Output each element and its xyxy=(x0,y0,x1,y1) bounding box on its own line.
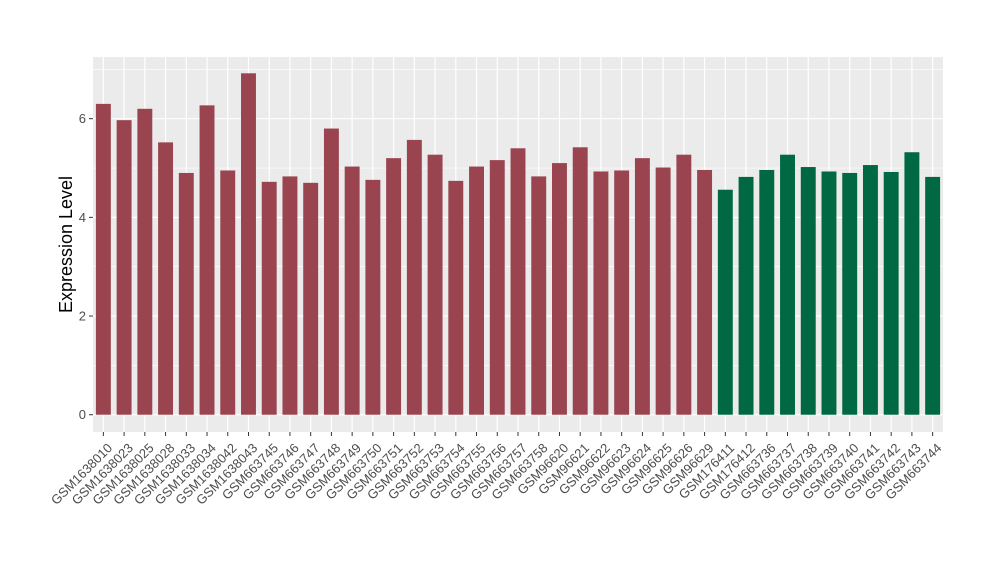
y-axis: 0 2 4 6 xyxy=(79,111,93,422)
y-tick-label: 4 xyxy=(79,210,86,225)
bars-group xyxy=(95,73,941,415)
bar-GSM663750 xyxy=(365,179,381,415)
bar-GSM96620 xyxy=(552,163,567,415)
bar-GSM1638034 xyxy=(199,105,215,415)
bar-GSM663737 xyxy=(780,154,795,415)
bar-GSM96629 xyxy=(697,169,713,415)
bar-GSM96622 xyxy=(593,171,609,415)
bar-GSM663742 xyxy=(883,171,899,415)
y-tick-label: 2 xyxy=(79,309,86,324)
bar-GSM663749 xyxy=(344,166,360,415)
bar-GSM96623 xyxy=(614,170,630,415)
bar-GSM1638042 xyxy=(220,170,236,415)
y-tick-label: 0 xyxy=(79,407,86,422)
bar-GSM663747 xyxy=(303,182,319,415)
bar-GSM663743 xyxy=(904,152,920,415)
bar-GSM663757 xyxy=(510,148,526,415)
bar-GSM1638028 xyxy=(158,142,174,415)
bar-GSM1638043 xyxy=(241,73,256,415)
bar-GSM663741 xyxy=(862,165,878,415)
bar-GSM663740 xyxy=(842,172,858,415)
bar-GSM663745 xyxy=(261,181,277,415)
bar-GSM663752 xyxy=(406,139,422,415)
bar-GSM176411 xyxy=(717,189,733,415)
bar-GSM663748 xyxy=(323,128,339,415)
bar-GSM1638025 xyxy=(137,108,153,415)
bar-GSM663744 xyxy=(925,176,941,415)
bar-GSM663746 xyxy=(282,176,298,415)
bar-GSM176412 xyxy=(738,176,754,415)
bar-GSM1638033 xyxy=(178,172,194,415)
bar-GSM96624 xyxy=(634,158,650,415)
x-axis: GSM1638010GSM1638023GSM1638025GSM1638028… xyxy=(48,432,945,508)
bar-GSM96621 xyxy=(572,147,588,415)
bar-GSM663753 xyxy=(427,154,443,415)
bar-GSM663739 xyxy=(821,171,837,415)
bar-GSM1638010 xyxy=(95,103,111,415)
y-axis-title: Expression Level xyxy=(56,176,76,313)
bar-GSM96625 xyxy=(655,167,671,415)
bar-GSM1638023 xyxy=(116,120,132,415)
bar-GSM663736 xyxy=(759,169,775,415)
bar-GSM663756 xyxy=(489,160,505,415)
bar-GSM663751 xyxy=(386,158,402,415)
bar-GSM663738 xyxy=(800,167,816,415)
bar-GSM96626 xyxy=(676,154,692,415)
bar-GSM663754 xyxy=(448,180,464,415)
bar-GSM663755 xyxy=(469,166,484,415)
bar-GSM663758 xyxy=(531,176,547,415)
y-tick-label: 6 xyxy=(79,111,86,126)
